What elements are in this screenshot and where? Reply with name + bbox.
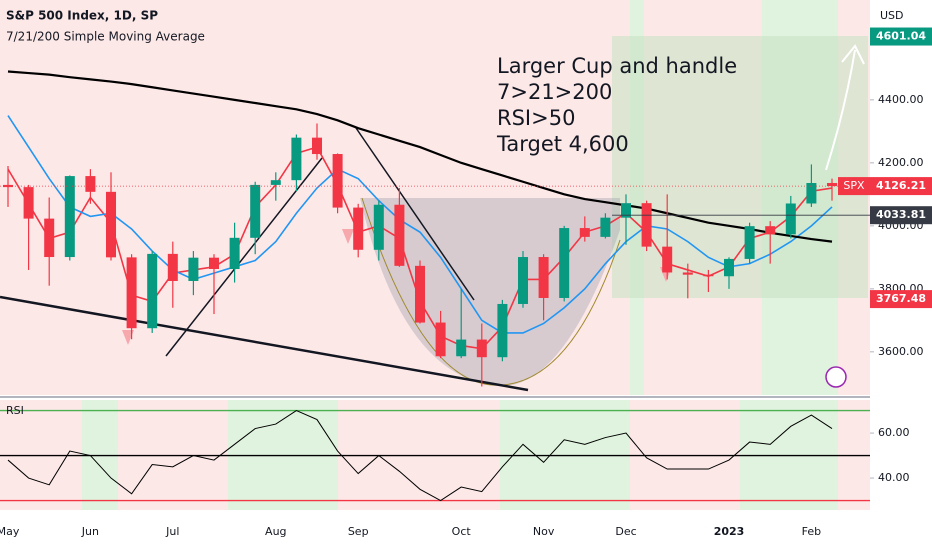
annotation: Larger Cup and handle [497, 54, 737, 78]
candle-body [497, 303, 508, 358]
price-label-bg [870, 27, 932, 46]
cup-outline [361, 197, 621, 386]
alert-icon[interactable] [825, 366, 847, 388]
candle-body [435, 322, 446, 357]
candle-body [3, 184, 13, 188]
price-label: 4033.81 [876, 208, 926, 221]
y-tick-label: 4200.00 [878, 156, 924, 169]
price-axis [870, 0, 932, 550]
x-tick-label: May [0, 525, 20, 538]
sell-marker [342, 229, 354, 244]
candle-body [188, 257, 199, 281]
x-tick-label: Jul [165, 525, 179, 538]
x-tick-label: Sep [348, 525, 369, 538]
candle-body [621, 203, 631, 218]
candle-body [44, 218, 55, 258]
moving-average [7, 70, 833, 243]
symbol-tag [838, 177, 870, 196]
candle-body [476, 339, 487, 358]
x-tick-label: Aug [265, 525, 286, 538]
candle-body [167, 253, 178, 281]
x-tick-label: Jun [81, 525, 99, 538]
rsi-title: RSI [6, 404, 24, 417]
candle-body [579, 228, 590, 237]
target-box [612, 36, 868, 298]
price-label: 3767.48 [876, 292, 926, 305]
target-arrow [825, 49, 856, 171]
price-label: 4126.21 [876, 179, 926, 192]
candle-body [209, 257, 219, 270]
annotation: RSI>50 [497, 106, 575, 130]
candle-body [373, 204, 384, 250]
candle-body [806, 183, 817, 204]
candle-body [559, 228, 570, 298]
candle-body [147, 253, 158, 329]
y-tick-label: 40.00 [878, 471, 910, 484]
candle-body [23, 187, 34, 219]
x-tick-label: Dec [615, 525, 636, 538]
symbol-label: SPX [843, 179, 865, 192]
candle-body [724, 258, 734, 277]
candle-body [538, 257, 549, 298]
x-tick-label: 2023 [714, 525, 745, 538]
price-label-bg [870, 206, 932, 225]
price-label-bg [870, 177, 932, 196]
cup-shape [360, 198, 620, 387]
chart-subtitle: 7/21/200 Simple Moving Average [6, 30, 205, 44]
candle-body [229, 237, 240, 270]
candle-body [415, 265, 425, 323]
candle-body [827, 183, 837, 187]
candle-body [394, 204, 405, 266]
y-tick-label: 4400.00 [878, 93, 924, 106]
x-tick-label: Nov [533, 525, 555, 538]
candle-body [250, 184, 261, 238]
candle-body [270, 180, 281, 185]
rsi-line [7, 410, 833, 502]
candle-body [64, 176, 75, 258]
price-label-bg [870, 290, 932, 309]
chart-title: S&P 500 Index, 1D, SP [6, 9, 158, 23]
candle-body [106, 191, 116, 258]
currency: USD [880, 9, 904, 22]
candle-body [518, 257, 528, 304]
candle-body [291, 137, 302, 181]
candle-body [332, 154, 343, 208]
price-label: 4601.04 [876, 30, 926, 43]
y-tick-label: 3600.00 [878, 345, 924, 358]
candle-body [312, 137, 322, 155]
candle-body [600, 217, 611, 237]
candle-body [126, 257, 137, 329]
y-tick-label: 60.00 [878, 426, 910, 439]
candle-body [703, 274, 714, 277]
candle-body [765, 226, 776, 235]
candle-body [456, 339, 467, 357]
candle-body [353, 207, 364, 250]
target-arrow-head [841, 44, 865, 65]
candle-body [744, 226, 755, 259]
trend-line [0, 295, 529, 392]
trend-line [355, 127, 475, 301]
candle-body [785, 203, 796, 235]
candle-body [682, 272, 693, 275]
annotation: Target 4,600 [496, 132, 629, 156]
x-tick-label: Oct [452, 525, 472, 538]
moving-average [7, 115, 833, 334]
candle-body [641, 203, 652, 247]
candle-body [85, 176, 96, 192]
candle-body [662, 246, 673, 273]
annotation: 7>21>200 [497, 80, 612, 104]
x-tick-label: Feb [802, 525, 821, 538]
